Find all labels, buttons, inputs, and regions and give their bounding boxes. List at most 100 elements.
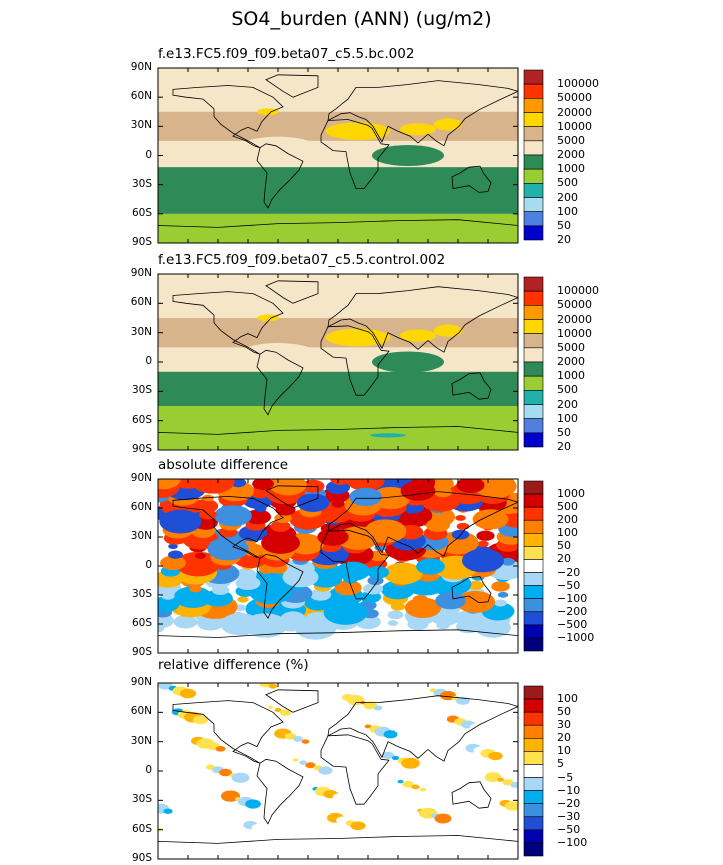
colorbar-swatch: [523, 305, 544, 320]
colorbar-swatch: [523, 506, 544, 521]
colorbar-label: 500: [557, 176, 578, 190]
colorbar-swatch: [523, 842, 544, 857]
field-patch: [404, 597, 442, 618]
colorbar-swatch: [523, 585, 544, 599]
field-patch: [370, 486, 411, 510]
field-patch: [381, 751, 395, 760]
field-patch: [309, 588, 332, 601]
continent-outline: [158, 426, 518, 450]
field-patch: [455, 609, 486, 627]
field-patch: [194, 552, 207, 559]
panel-4-field: [158, 683, 518, 859]
colorbar-swatch: [523, 698, 544, 713]
field-patch: [401, 757, 420, 769]
colorbar-swatch: [523, 404, 544, 419]
field-region: [325, 328, 391, 347]
panel-4-title: relative difference (%): [158, 657, 309, 673]
colorbar-swatch: [523, 624, 544, 639]
lat-tick-label: 90S: [131, 443, 152, 455]
field-patch: [270, 520, 291, 532]
panel-1-field: [158, 68, 518, 243]
field-region: [234, 136, 322, 165]
field-patch: [318, 766, 333, 775]
lat-tick-label: 0: [145, 559, 152, 571]
field-patch: [296, 493, 330, 512]
field-patch: [363, 583, 383, 595]
colorbar-swatch: [523, 724, 544, 739]
field-region: [257, 314, 279, 322]
field-patch: [161, 592, 175, 600]
colorbar-swatch: [523, 154, 544, 170]
colorbar-swatch: [523, 168, 544, 184]
colorbar-swatch: [523, 197, 544, 212]
field-patch: [244, 509, 272, 525]
field-patch: [434, 813, 452, 824]
field-region: [162, 141, 214, 160]
field-patch: [292, 758, 299, 762]
panel-2-field: [158, 274, 518, 450]
lat-tick-label: 0: [145, 355, 152, 367]
field-patch: [305, 762, 316, 769]
colorbar-swatch: [523, 572, 544, 586]
lat-tick-label: 90S: [131, 646, 152, 658]
field-region: [370, 433, 406, 438]
continent-outline: [172, 495, 284, 559]
panel-2: [157, 273, 544, 451]
colorbar-label: 200: [557, 397, 578, 411]
field-patch: [387, 620, 399, 626]
field-region: [325, 122, 391, 140]
colorbar-label: 50: [557, 539, 571, 553]
field-patch: [472, 509, 509, 530]
colorbar-4: [523, 685, 544, 857]
field-patch: [497, 777, 504, 782]
colorbar-swatch: [523, 738, 544, 752]
continent-outline: [265, 689, 319, 713]
continent-outline: [451, 576, 492, 604]
continent-outline: [256, 349, 304, 416]
colorbar-3: [523, 480, 544, 652]
colorbar-label: 100000: [557, 77, 599, 91]
field-patch: [416, 558, 445, 575]
continent-outline: [327, 286, 518, 353]
colorbar-2: [523, 276, 544, 448]
continent-outline: [256, 758, 304, 825]
field-band: [158, 213, 518, 243]
continent-outline: [265, 74, 319, 98]
field-patch: [383, 730, 398, 739]
field-patch: [494, 599, 507, 607]
colorbar-label: 1000: [557, 487, 585, 501]
field-patch: [219, 768, 232, 777]
field-patch: [179, 688, 197, 699]
colorbar-swatch: [523, 211, 544, 227]
colorbar-label: 100: [557, 411, 578, 425]
field-patch: [254, 505, 267, 513]
panel-1-title: f.e13.FC5.f09_f09.beta07_c5.5.bc.002: [158, 46, 415, 62]
field-patch: [189, 585, 202, 593]
colorbar-swatch: [523, 290, 544, 306]
field-patch: [330, 479, 351, 485]
colorbar-swatch: [523, 637, 544, 652]
field-patch: [214, 505, 252, 527]
panel-3: [157, 478, 544, 654]
field-patch: [268, 683, 278, 689]
colorbar-label: 100: [557, 526, 578, 540]
lat-tick-label: 90N: [130, 676, 152, 688]
lat-tick-label: 30N: [130, 734, 152, 747]
colorbar-label: −10: [557, 783, 581, 797]
colorbar-label: 20: [557, 233, 571, 246]
colorbar-label: 100: [557, 692, 578, 706]
colorbar-label: −30: [557, 809, 581, 823]
field-patch: [261, 531, 300, 554]
lat-tick-label: 30N: [130, 530, 152, 542]
colorbar-label: 500: [557, 500, 578, 514]
continent-outline: [320, 734, 390, 805]
field-patch: [220, 613, 261, 636]
field-patch: [476, 530, 495, 541]
colorbar-swatch: [523, 333, 544, 349]
field-patch: [387, 610, 404, 620]
field-band: [158, 167, 518, 214]
field-patch: [211, 585, 230, 595]
continent-outline: [451, 372, 492, 400]
